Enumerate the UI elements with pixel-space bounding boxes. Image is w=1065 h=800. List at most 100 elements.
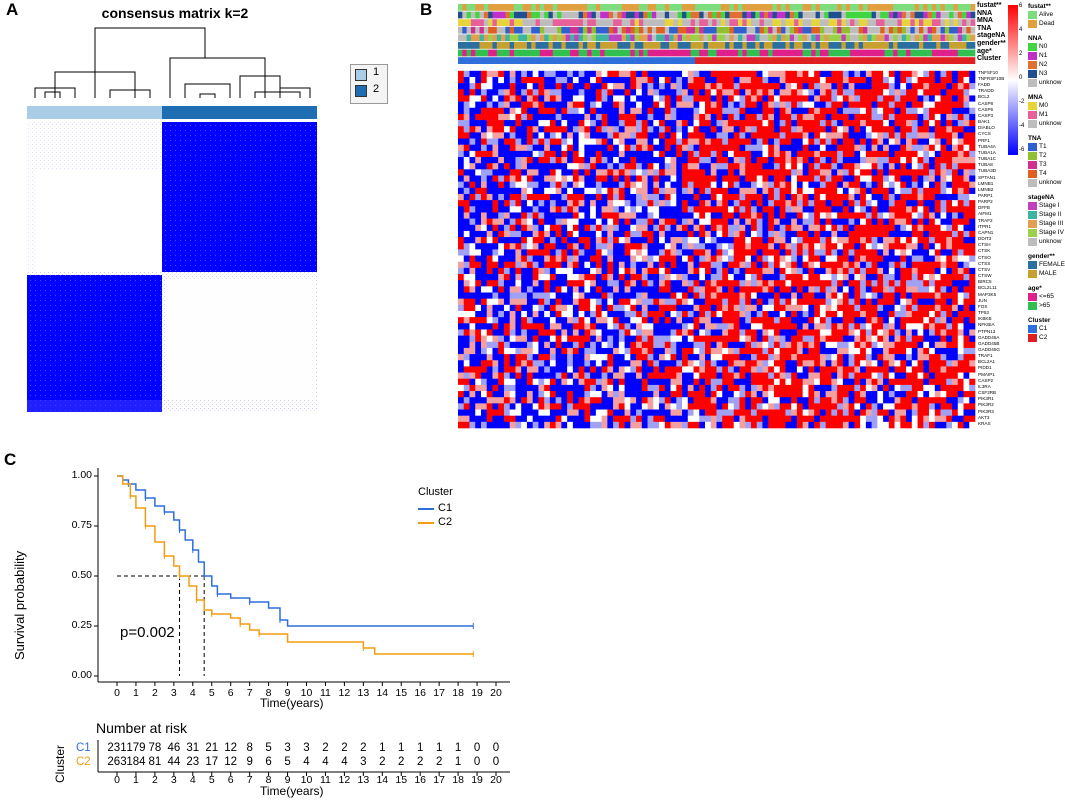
km-curve-c1 [117, 475, 474, 627]
gene-label-7: CASP3 [978, 112, 994, 118]
legend-item-4-3: Stage IV [1039, 229, 1064, 236]
gene-label-12: TUBA4A [978, 143, 996, 149]
legend-group-title-4: stageNA [1028, 194, 1055, 201]
annotation-row-3 [458, 26, 976, 34]
gene-label-54: PIK3R2 [978, 402, 994, 408]
gene-label-20: PARP1 [978, 193, 993, 198]
legend-item-1-3: N3 [1039, 70, 1048, 77]
legend-item-3-3: T4 [1039, 170, 1047, 177]
gene-label-30: CTSO [978, 254, 991, 260]
legend-swatch-4-2 [1028, 220, 1037, 228]
gene-label-27: DDIT3 [978, 236, 992, 242]
x-tick-label-6: 6 [227, 687, 234, 699]
legend-item-4-2: Stage III [1039, 220, 1064, 227]
gene-label-45: GADD45G [978, 346, 1000, 352]
scale-tick-2: 2 [1019, 51, 1023, 57]
gene-label-0: TNFSF10 [978, 69, 998, 75]
gene-label-28: CTSH [978, 242, 991, 248]
legend-swatch-3-3 [1028, 170, 1037, 178]
y-tick-label-1: 0.25 [71, 619, 92, 631]
km-ylabel: Survival probability [12, 550, 27, 660]
legend-item-1-0: N0 [1039, 43, 1048, 50]
gene-label-50: CASP2 [978, 377, 994, 383]
gene-label-17: SPTAN1 [978, 174, 996, 180]
gene-label-34: BIRC5 [978, 279, 992, 285]
legend-swatch-4-3 [1028, 229, 1037, 237]
legend-swatch-6-1 [1028, 302, 1037, 310]
y-tick-label-3: 0.75 [71, 519, 92, 531]
gene-label-23: AIFM1 [978, 211, 992, 217]
legend-group-title-6: age* [1028, 285, 1042, 292]
legend-group-title-1: NNA [1028, 35, 1043, 42]
risk-tick-label-8: 8 [265, 774, 272, 786]
gene-label-25: ITPR1 [978, 223, 992, 229]
legend-item-2-0: M0 [1039, 102, 1049, 109]
legend-swatch-0-0 [1028, 11, 1037, 19]
gene-label-37: JUN [978, 297, 987, 303]
risk-tick-label-14: 14 [376, 774, 389, 786]
gene-label-1: TNFRSF10B [978, 76, 1005, 81]
legend-group-title-7: Cluster [1028, 317, 1051, 324]
x-tick-label-0: 0 [114, 687, 120, 699]
risk-tick-label-0: 0 [114, 774, 120, 786]
legend-item-0-0: Alive [1039, 11, 1054, 18]
km-legend-line-c1 [418, 508, 434, 510]
x-tick-label-15: 15 [395, 687, 408, 699]
legend-item-7-0: C1 [1039, 325, 1048, 332]
legend-group-title-5: gender** [1028, 253, 1055, 260]
x-tick-label-8: 8 [265, 687, 272, 699]
gene-label-40: IKBKB [978, 316, 992, 322]
gene-label-43: GADD45A [978, 334, 1000, 340]
scale-tick-1: 4 [1019, 27, 1023, 33]
legend-item-3-4: unknow [1039, 179, 1062, 186]
gene-label-48: PIDD1 [978, 365, 992, 371]
km-legend-title: Cluster [418, 486, 453, 498]
km-legend-line-c2 [418, 522, 434, 524]
gene-label-31: CTSS [978, 260, 991, 266]
risk-tick-label-16: 16 [414, 774, 427, 786]
annotation-row-0 [458, 4, 976, 11]
x-tick-label-1: 1 [133, 687, 139, 699]
legend-swatch-2-2 [1028, 120, 1037, 128]
gene-label-10: CYCS [978, 131, 991, 137]
gene-label-18: LMNB1 [978, 180, 994, 186]
km-legend: C1 C2 [418, 502, 478, 540]
y-tick-label-2: 0.50 [71, 569, 92, 581]
legend-swatch-4-1 [1028, 211, 1037, 219]
gene-label-44: GADD45B [978, 340, 1000, 346]
x-tick-label-12: 12 [338, 687, 351, 699]
scale-tick-4: -2 [1019, 99, 1025, 105]
block-cluster-1 [27, 275, 162, 412]
legend-swatch-2 [355, 85, 367, 97]
x-tick-label-7: 7 [246, 687, 253, 699]
legend-group-title-0: fustat** [1028, 3, 1051, 10]
gene-label-24: TRAF2 [978, 217, 993, 223]
panel-label-a: A [6, 0, 19, 19]
block-cluster-2 [162, 122, 317, 272]
annotation-label-2: MNA [977, 17, 993, 25]
legend-swatch-3-0 [1028, 143, 1037, 151]
annotation-row-4 [458, 34, 976, 42]
cluster-bar-2 [162, 106, 317, 119]
km-legend-label-c1: C1 [438, 502, 453, 514]
gene-label-53: PIK3R1 [978, 396, 994, 402]
gene-label-26: CAPN1 [978, 229, 994, 235]
gene-label-46: TRAF1 [978, 353, 993, 359]
annotation-row-7 [458, 57, 976, 64]
consensus-title: consensus matrix k=2 [101, 5, 249, 21]
gene-label-57: KRAS [978, 420, 991, 426]
x-tick-label-10: 10 [300, 687, 313, 699]
gene-label-42: PTPN13 [978, 328, 996, 334]
km-legend-label-c2: C2 [438, 516, 453, 528]
scale-tick-0: 6 [1019, 3, 1023, 9]
legend-swatch-4-4 [1028, 238, 1037, 246]
legend-item-1-1: N1 [1039, 52, 1048, 59]
legend-swatch-4-0 [1028, 202, 1037, 210]
annotation-label-0: fustat** [977, 2, 1002, 9]
p-value: p=0.002 [120, 624, 175, 641]
gene-label-3: TRADD [978, 88, 994, 94]
annotation-row-5 [458, 42, 976, 49]
legend-item-4-4: unknow [1039, 238, 1062, 245]
